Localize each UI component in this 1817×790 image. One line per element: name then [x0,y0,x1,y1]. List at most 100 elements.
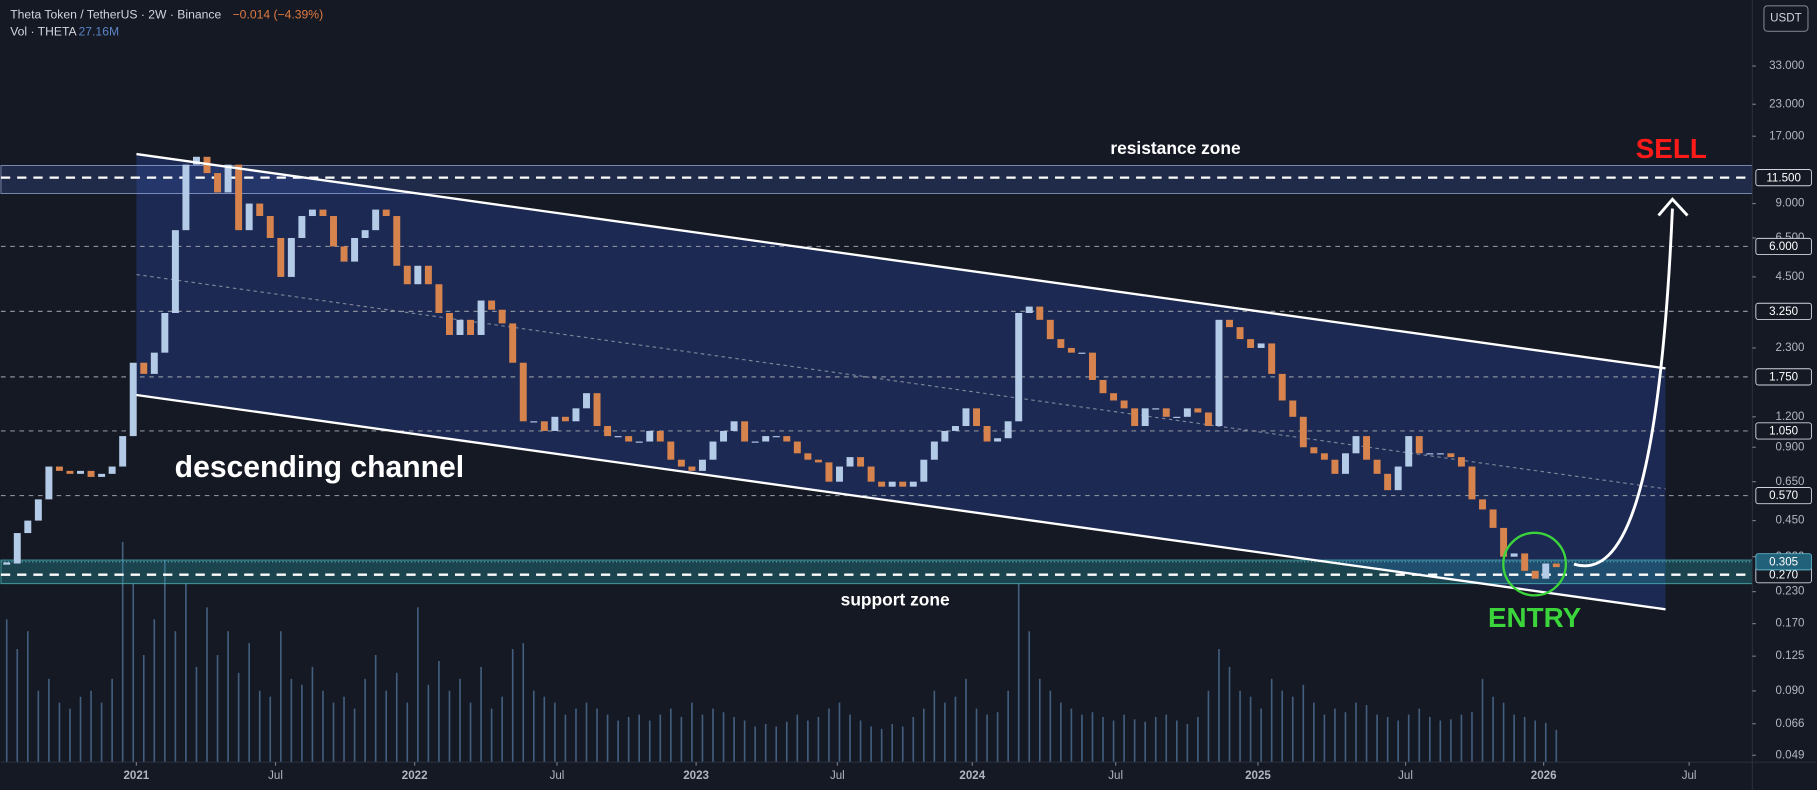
candle-body [962,408,970,427]
volume-bar [617,720,619,763]
candle-body [741,421,749,442]
volume-bar [1481,678,1484,763]
candle-body [435,284,443,314]
candle-body [867,466,875,482]
volume-bar [575,708,577,763]
volume-bar [438,660,440,763]
candle-body [488,300,496,310]
candle-body [920,459,928,482]
volume-bar [395,672,398,763]
currency-button[interactable] [1763,5,1809,32]
volume-bar [1070,708,1073,763]
volume-bar [701,714,704,763]
volume-bar [1197,716,1199,763]
volume-bar [986,714,988,763]
volume-bar [248,643,250,763]
candle-body [1426,453,1434,455]
volume-bar [132,583,135,763]
candle-body [1247,339,1255,348]
volume-bar [1239,690,1241,763]
volume-bar [311,666,314,763]
candle-body [878,481,886,487]
volume-bar [469,702,472,763]
candle-body [1331,459,1339,474]
candle-body [772,436,780,438]
volume-bar [374,655,377,763]
x-tick-label: 2021 [123,770,149,782]
candle-body [1173,416,1181,418]
candle-body [530,421,538,423]
volume-bar [1418,708,1421,763]
candle-body [994,438,1002,442]
volume-bar [807,720,809,763]
volume-bar [1123,714,1125,763]
symbol-title: Theta Token / TetherUS · 2W · Binance [10,7,221,21]
channel-lower [136,393,1666,611]
axes: 33.00023.00017.0009.0006.5004.5002.3001.… [123,60,1812,782]
currency-label[interactable]: USDT [1770,13,1802,25]
candle-body [730,421,738,431]
volume-bar [216,655,219,763]
volume-bar [785,721,788,763]
candle-body [688,466,696,471]
candle-body [361,230,369,239]
volume-bar [58,702,61,763]
candle-body [1552,563,1560,568]
candle-body [1310,447,1318,454]
volume-bar [343,696,345,763]
candle-body [519,362,527,422]
sell-label: SELL [1636,133,1707,164]
candle-body [793,441,801,454]
volume-bar [1228,666,1231,763]
volume-bar [796,714,799,763]
volume-bar [754,726,756,763]
price-tag [1755,553,1812,571]
candle-body [171,230,179,314]
volume-bar [301,684,303,763]
volume-bar [1513,714,1515,763]
volume-bar [1365,705,1368,763]
candle-body [393,216,401,266]
price-tag [1755,169,1812,187]
volume-bar [1165,714,1168,763]
candle-body [930,441,938,460]
volume-bar [501,696,503,763]
volume-bar [459,678,461,763]
volume-bar [385,690,388,763]
volume-bar [1386,716,1389,763]
price-tag [1755,422,1812,440]
candle-body [192,156,200,165]
candle-body [372,209,380,231]
candle-body [1152,408,1160,410]
price-tag [1755,237,1812,256]
volume-bar [585,702,588,763]
volume-bar [554,702,556,763]
candle-body [751,441,759,443]
candle-body [351,238,359,262]
volume-bar [1281,690,1284,763]
volume-bar [1291,696,1294,763]
candle-body [245,203,253,231]
volume-bar [870,726,872,763]
candle-body [667,441,675,460]
y-tick-label: 0.049 [1776,749,1805,761]
volume-bar [90,690,92,763]
candle-body [1394,466,1402,491]
candle-body [467,319,475,335]
volume-bar [1355,702,1357,763]
volume-bar [1439,720,1442,763]
candle-body [24,520,32,534]
price-tag-label: 3.250 [1769,306,1798,318]
candle-body [1036,306,1044,320]
candle-body [1489,509,1497,528]
volume-bar [944,702,946,763]
volume-bar [1060,702,1062,763]
volume-bar [1038,678,1041,763]
volume-bar [532,690,535,763]
volume-bar [596,708,598,763]
volume-bar [1133,719,1136,763]
candle-body [66,470,74,474]
y-tick-label: 23.000 [1769,98,1804,110]
volume-bar [1502,702,1505,763]
volume-bar [16,649,19,763]
